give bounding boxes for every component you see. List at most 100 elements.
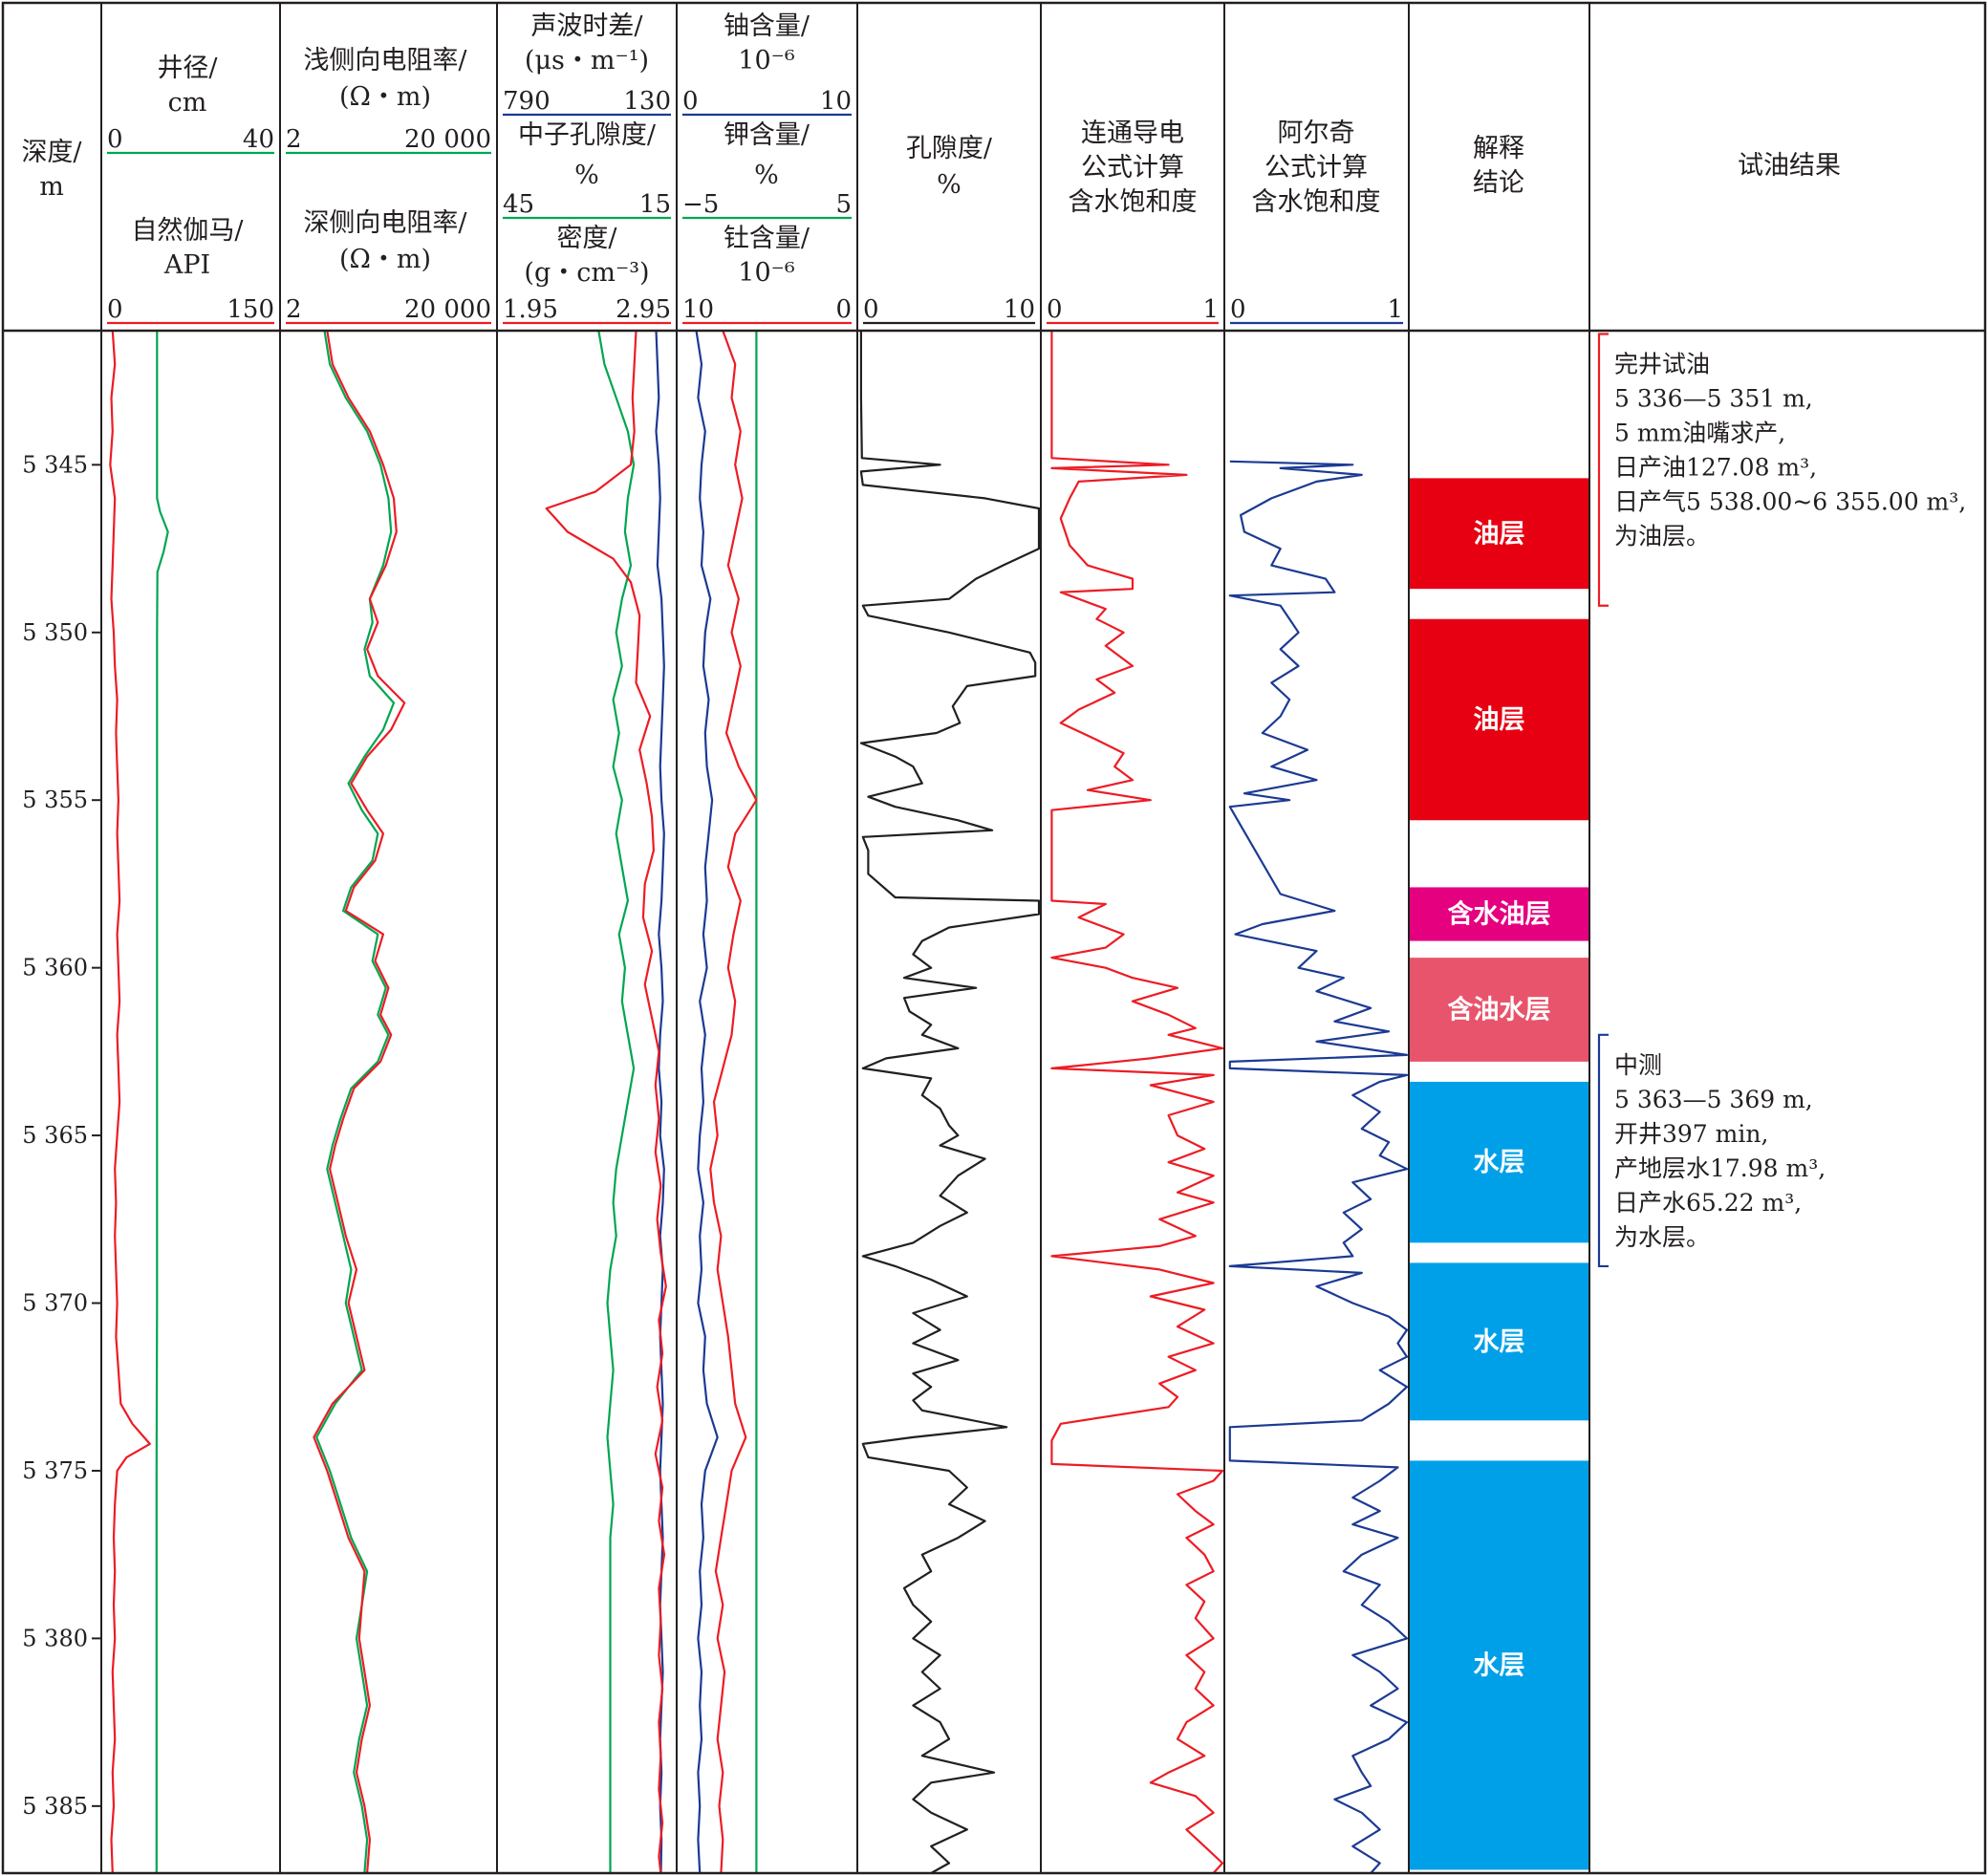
gr-curve (109, 330, 151, 1874)
test-note-0-line-3: 日产油127.08 m³, (1614, 454, 1817, 482)
u-scale-max: 10 (820, 87, 852, 116)
sw-conn-title-line1: 连通导电 (1081, 119, 1184, 148)
ac-scale-max: 130 (623, 87, 671, 116)
test-note-0-line-1: 5 336—5 351 m, (1614, 385, 1813, 413)
sw_archie-scale-min: 0 (1230, 295, 1246, 324)
depth-tick-label-1: 5 350 (22, 619, 88, 646)
log-curves (109, 330, 1409, 1874)
zone-bar-5 (1409, 1262, 1589, 1421)
th-title: 钍含量/ (724, 224, 810, 253)
test-note-1-line-3: 产地层水17.98 m³, (1614, 1154, 1826, 1182)
sw_conn-curve (1050, 331, 1224, 1874)
sw_conn-scale-max: 1 (1202, 295, 1219, 324)
sw-archie-title-line2: 公式计算 (1264, 153, 1368, 183)
por-scale-min: 0 (863, 295, 879, 324)
ac-unit: (μs・m⁻¹) (525, 46, 649, 75)
cnl-scale-max: 15 (639, 190, 671, 219)
depth-axis: 5 345 5 350 5 355 5 360 5 365 5 370 5 375 5 380… (22, 451, 101, 1820)
th-curve (709, 330, 758, 1874)
depth-tick-label-8: 5 385 (22, 1793, 88, 1820)
zone-label-4: 水层 (1474, 1148, 1525, 1177)
caliper-curve (155, 331, 169, 1873)
gr-title: 自然伽马/ (131, 216, 244, 246)
zone-label-0: 油层 (1474, 519, 1525, 549)
rs-title: 浅侧向电阻率/ (303, 46, 467, 75)
test-note-1-line-2: 开井397 min, (1614, 1120, 1768, 1148)
cnl-title: 中子孔隙度/ (518, 120, 657, 150)
por-curve (859, 331, 1041, 1874)
rd-curve (313, 330, 406, 1874)
cnl-unit: % (574, 161, 599, 190)
zone-bar-6 (1409, 1460, 1589, 1870)
test-bracket-1 (1597, 1033, 1609, 1268)
k-scale-max: 5 (835, 190, 852, 219)
conclusion-title-line1: 解释 (1473, 134, 1524, 163)
sw_conn-scale-min: 0 (1047, 295, 1063, 324)
sw_archie-curve (1228, 460, 1409, 1874)
test-note-0-line-0: 完井试油 (1614, 351, 1710, 378)
zone-bar-0 (1409, 478, 1589, 590)
porosity-unit: % (937, 170, 962, 200)
th-unit: 10⁻⁶ (738, 258, 795, 288)
caliper-title: 井径/ (157, 54, 218, 83)
rd-unit: (Ω・m) (339, 245, 431, 274)
depth-title-line1: 深度/ (21, 138, 82, 167)
test-results: 完井试油 5 336—5 351 m, 5 mm油嘴求产, 日产油127.08 m³,… (1597, 333, 1966, 1268)
den-title: 密度/ (556, 224, 617, 253)
depth-tick-label-7: 5 380 (22, 1625, 88, 1651)
den-scale-max: 2.95 (616, 295, 671, 324)
conclusion-title-line2: 结论 (1473, 168, 1524, 198)
test-note-1-line-5: 为水层。 (1614, 1223, 1710, 1251)
sw-archie-title-line1: 阿尔奇 (1278, 119, 1355, 148)
sw_archie-scale-max: 1 (1387, 295, 1403, 324)
th-scale-max: 0 (835, 295, 852, 324)
rd-scale-min: 2 (286, 295, 302, 324)
zone-bar-1 (1409, 618, 1589, 821)
test-note-1-line-1: 5 363—5 369 m, (1614, 1086, 1813, 1113)
k-unit: % (754, 161, 779, 190)
zone-label-5: 水层 (1474, 1327, 1525, 1357)
rd-scale-max: 20 000 (404, 295, 491, 324)
depth-tick-label-6: 5 375 (22, 1457, 88, 1484)
depth-tick-label-0: 5 345 (22, 451, 88, 478)
k-title: 钾含量/ (724, 120, 810, 150)
test-note-1-line-0: 中测 (1614, 1051, 1662, 1079)
test-note-0-line-2: 5 mm油嘴求产, (1614, 420, 1785, 447)
u-unit: 10⁻⁶ (738, 46, 795, 75)
zone-bar-3 (1409, 958, 1589, 1062)
porosity-title: 孔隙度/ (906, 134, 993, 163)
test-note-1-line-4: 日产水65.22 m³, (1614, 1189, 1802, 1217)
cnl-curve (597, 330, 636, 1873)
gr-scale-max: 150 (227, 295, 274, 324)
test-note-0-line-4: 日产气5 538.00~6 355.00 m³, (1614, 488, 1966, 516)
zone-label-3: 含油水层 (1448, 995, 1551, 1025)
test-bracket-0 (1597, 333, 1609, 607)
k-scale-min: −5 (682, 190, 719, 219)
depth-tick-label-5: 5 370 (22, 1290, 88, 1317)
depth-title-line2: m (39, 172, 64, 202)
u-curve (695, 330, 719, 1874)
rs-curve (315, 330, 396, 1874)
ac-scale-min: 790 (503, 87, 551, 116)
th-scale-min: 10 (682, 295, 714, 324)
header-labels: 深度/ m 井径/ cm 自然伽马/ API 浅侧向电阻率/ (Ω・m) 深侧向… (21, 11, 1841, 288)
den-scale-min: 1.95 (503, 295, 558, 324)
rs-unit: (Ω・m) (339, 82, 431, 112)
test-result-title: 试油结果 (1738, 151, 1841, 181)
caliper-unit: cm (168, 88, 207, 118)
zone-bar-2 (1409, 887, 1589, 941)
sw-conn-title-line2: 公式计算 (1081, 153, 1184, 183)
rs-scale-min: 2 (286, 125, 302, 154)
por-scale-max: 10 (1004, 295, 1035, 324)
u-scale-min: 0 (682, 87, 699, 116)
gr-unit: API (163, 250, 210, 280)
zone-bar-4 (1409, 1081, 1589, 1243)
sw-conn-title-line3: 含水饱和度 (1069, 187, 1198, 217)
depth-tick-label-4: 5 365 (22, 1122, 88, 1149)
zone-label-6: 水层 (1474, 1650, 1525, 1680)
